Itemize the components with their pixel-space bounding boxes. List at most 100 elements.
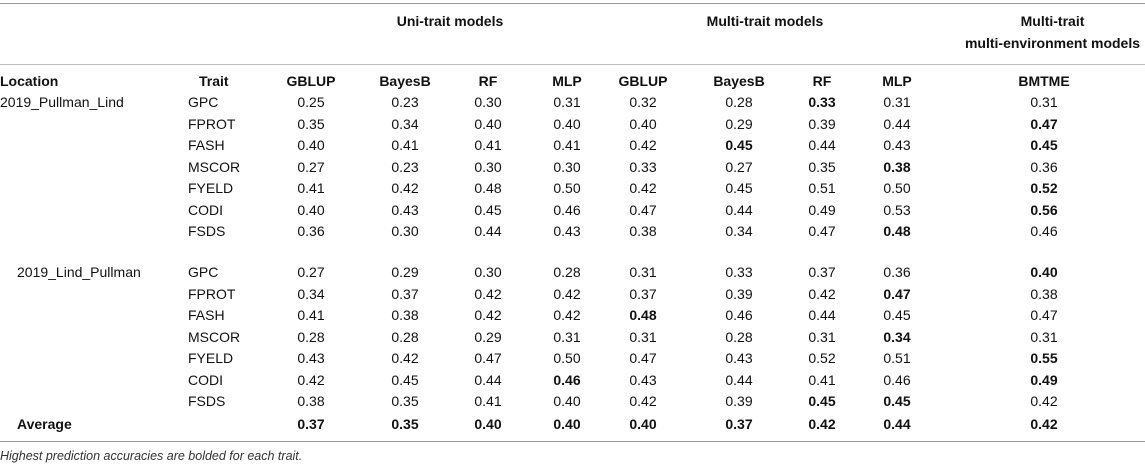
value-cell: 0.31 — [629, 264, 657, 280]
group-header-uni-trait: Uni-trait models — [396, 13, 504, 29]
value-cell: 0.48 — [629, 307, 657, 323]
trait-label: FPROT — [188, 285, 236, 302]
average-value-cell: 0.37 — [725, 416, 753, 432]
value-cell: 0.31 — [883, 94, 911, 110]
value-cell: 0.45 — [883, 393, 911, 409]
value-cell: 0.32 — [629, 94, 657, 110]
value-cell: 0.33 — [808, 94, 836, 110]
value-cell: 0.38 — [297, 393, 325, 409]
value-cell: 0.27 — [297, 158, 325, 175]
location-label: 2019_Pullman_Lind — [0, 94, 124, 110]
value-cell: 0.44 — [808, 137, 836, 153]
value-cell: 0.44 — [808, 307, 836, 323]
trait-label: CODI — [188, 371, 223, 388]
column-header-model: BMTME — [1018, 73, 1070, 89]
value-cell: 0.42 — [629, 180, 657, 196]
value-cell: 0.44 — [883, 115, 911, 132]
value-cell: 0.45 — [725, 137, 753, 153]
value-cell: 0.40 — [297, 201, 325, 218]
value-cell: 0.49 — [808, 201, 836, 218]
value-cell: 0.45 — [474, 201, 502, 218]
column-header-model: BayesB — [379, 73, 431, 89]
value-cell: 0.31 — [553, 328, 581, 345]
value-cell: 0.35 — [297, 115, 325, 132]
value-cell: 0.33 — [629, 158, 657, 175]
value-cell: 0.27 — [297, 264, 325, 280]
value-cell: 0.46 — [553, 201, 581, 218]
value-cell: 0.30 — [474, 264, 502, 280]
value-cell: 0.37 — [808, 264, 836, 280]
value-cell: 0.46 — [1030, 223, 1058, 239]
value-cell: 0.34 — [883, 328, 911, 345]
trait-label: FYELD — [188, 350, 234, 366]
value-cell: 0.51 — [808, 180, 836, 196]
value-cell: 0.40 — [474, 115, 502, 132]
value-cell: 0.40 — [297, 137, 325, 153]
value-cell: 0.34 — [391, 115, 419, 132]
value-cell: 0.43 — [391, 201, 419, 218]
value-cell: 0.38 — [883, 158, 911, 175]
value-cell: 0.43 — [883, 137, 911, 153]
value-cell: 0.23 — [391, 94, 419, 110]
value-cell: 0.25 — [297, 94, 325, 110]
value-cell: 0.33 — [725, 264, 753, 280]
average-value-cell: 0.37 — [297, 416, 325, 432]
value-cell: 0.30 — [391, 223, 419, 239]
column-header-location: Location — [0, 73, 59, 89]
trait-label: GPC — [188, 264, 219, 280]
value-cell: 0.39 — [808, 115, 836, 132]
value-cell: 0.28 — [391, 328, 419, 345]
value-cell: 0.30 — [474, 158, 502, 175]
value-cell: 0.47 — [629, 350, 657, 366]
value-cell: 0.48 — [474, 180, 502, 196]
value-cell: 0.40 — [1030, 264, 1058, 280]
value-cell: 0.47 — [883, 285, 911, 302]
value-cell: 0.42 — [474, 285, 502, 302]
value-cell: 0.46 — [725, 307, 753, 323]
value-cell: 0.42 — [629, 137, 657, 153]
value-cell: 0.31 — [1030, 94, 1058, 110]
value-cell: 0.44 — [474, 223, 502, 239]
value-cell: 0.34 — [725, 223, 753, 239]
value-cell: 0.40 — [553, 393, 581, 409]
value-cell: 0.39 — [725, 285, 753, 302]
value-cell: 0.43 — [629, 371, 657, 388]
value-cell: 0.52 — [1030, 180, 1058, 196]
value-cell: 0.44 — [474, 371, 502, 388]
table-bottom-rule — [0, 441, 1145, 442]
value-cell: 0.45 — [391, 371, 419, 388]
average-value-cell: 0.35 — [391, 416, 419, 432]
value-cell: 0.43 — [725, 350, 753, 366]
value-cell: 0.23 — [391, 158, 419, 175]
value-cell: 0.31 — [553, 94, 581, 110]
trait-label: FSDS — [188, 223, 226, 239]
value-cell: 0.40 — [629, 115, 657, 132]
average-value-cell: 0.42 — [808, 416, 836, 432]
group-header-multi-trait: Multi-trait models — [706, 13, 824, 29]
value-cell: 0.35 — [391, 393, 419, 409]
value-cell: 0.45 — [883, 307, 911, 323]
value-cell: 0.41 — [474, 137, 502, 153]
value-cell: 0.47 — [1030, 115, 1058, 132]
value-cell: 0.39 — [725, 393, 753, 409]
value-cell: 0.41 — [553, 137, 581, 153]
value-cell: 0.31 — [1030, 328, 1058, 345]
value-cell: 0.46 — [553, 371, 581, 388]
value-cell: 0.41 — [808, 371, 836, 388]
column-header-model: GBLUP — [618, 73, 668, 89]
value-cell: 0.46 — [883, 371, 911, 388]
value-cell: 0.44 — [725, 201, 753, 218]
value-cell: 0.29 — [474, 328, 502, 345]
average-value-cell: 0.40 — [629, 416, 657, 432]
average-label: Average — [17, 416, 72, 432]
average-value-cell: 0.40 — [474, 416, 502, 432]
value-cell: 0.27 — [725, 158, 753, 175]
value-cell: 0.44 — [725, 371, 753, 388]
value-cell: 0.38 — [1030, 285, 1058, 302]
table-footnote: Highest prediction accuracies are bolded… — [0, 449, 303, 463]
value-cell: 0.40 — [553, 115, 581, 132]
value-cell: 0.53 — [883, 201, 911, 218]
value-cell: 0.45 — [725, 180, 753, 196]
location-label: 2019_Lind_Pullman — [17, 264, 141, 280]
trait-label: FASH — [188, 307, 225, 323]
